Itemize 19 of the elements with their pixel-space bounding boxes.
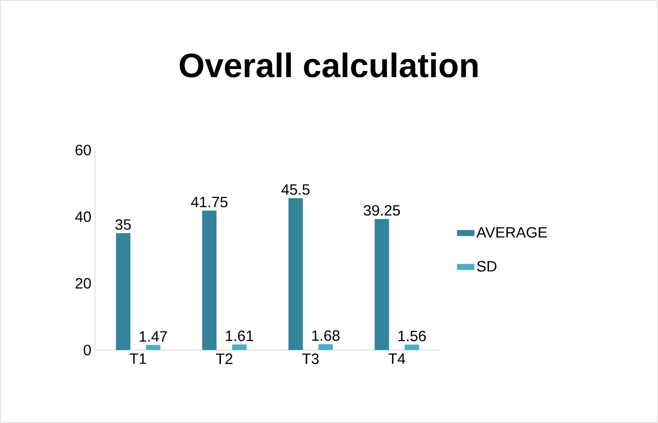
data-label: 35 — [115, 219, 131, 230]
data-label: 41.75 — [191, 196, 228, 208]
x-tick-label: T3 — [302, 354, 319, 364]
data-label: 1.68 — [312, 330, 340, 341]
x-tick-label: T4 — [388, 354, 406, 364]
legend-label: SD — [477, 260, 496, 272]
legend-label: AVERAGE — [476, 227, 547, 238]
y-tick-label: 20 — [76, 278, 91, 289]
data-label: 1.56 — [398, 330, 426, 342]
x-tick-label: T1 — [130, 354, 146, 364]
data-label: 39.25 — [364, 205, 400, 216]
chart-title: Overall calculation — [180, 52, 478, 78]
y-tick-label: 40 — [75, 211, 91, 222]
data-label: 1.47 — [140, 331, 167, 342]
x-tick-label: T2 — [216, 354, 232, 364]
data-label: 45.5 — [281, 184, 310, 195]
y-tick-label: 60 — [76, 144, 91, 156]
y-tick-label: 0 — [84, 344, 91, 356]
data-label: 1.61 — [226, 330, 254, 342]
